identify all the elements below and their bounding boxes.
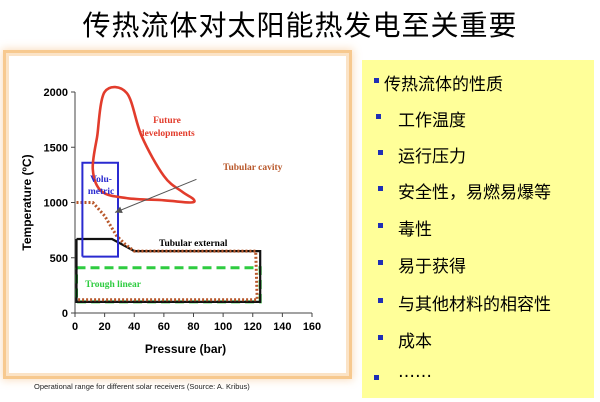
list-item: 工作温度 (362, 104, 594, 134)
figure-caption: Operational range for different solar re… (34, 382, 250, 391)
list-item-label: 毒性 (398, 220, 432, 240)
chart-frame: 0 20 40 60 80 100 120 140 160 0 500 1000 1500 2000 Pre… (9, 56, 346, 373)
list-item: …… (362, 360, 594, 390)
annotation-arrowhead (114, 206, 123, 214)
y-tick-label: 1500 (44, 142, 68, 154)
list-item: 成本 (362, 325, 594, 355)
list-item-label: 易于获得 (398, 257, 466, 277)
bullet-icon (374, 78, 379, 83)
y-tick-label: 2000 (44, 87, 68, 99)
y-tick-label: 500 (50, 253, 68, 265)
x-tick-label: 140 (273, 321, 291, 333)
region-label: developments (139, 129, 195, 139)
list-item: 毒性 (362, 213, 594, 243)
region-label: Future (153, 116, 181, 126)
list-item-label: …… (398, 362, 432, 382)
region-label: Volu- (90, 175, 112, 185)
x-tick-label: 160 (303, 321, 321, 333)
list-item-label: 运行压力 (398, 147, 466, 167)
list-item-label: 工作温度 (398, 111, 466, 131)
x-tick-label: 60 (158, 321, 170, 333)
list-item: 传热流体的性质 (362, 68, 594, 98)
tubular-cavity-region (76, 201, 259, 302)
list-item-label: 成本 (398, 332, 432, 352)
list-item: 安全性，易燃易爆等 (362, 176, 594, 206)
operational-range-chart: 0 20 40 60 80 100 120 140 160 0 500 1000 1500 2000 Pre… (20, 85, 321, 356)
bullet-icon (374, 375, 379, 380)
x-tick-label: 100 (214, 321, 232, 333)
volumetric-region (81, 161, 119, 258)
tubular-external-region (75, 237, 262, 303)
bullet-icon (378, 150, 383, 155)
bullet-icon (378, 260, 383, 265)
future-developments-region (91, 85, 196, 204)
list-item: 与其他材料的相容性 (362, 288, 594, 318)
list-item: 易于获得 (362, 250, 594, 280)
region-label: metric (88, 187, 114, 197)
list-item-label: 与其他材料的相容性 (398, 295, 551, 315)
bullet-icon (376, 114, 381, 119)
list-item-label: 传热流体的性质 (384, 75, 503, 95)
bullet-icon (378, 335, 383, 340)
properties-panel: 传热流体的性质工作温度运行压力安全性，易燃易爆等 毒性易于获得与其他材料的相容性成… (362, 60, 594, 398)
x-tick-label: 20 (99, 321, 111, 333)
y-tick-label: 0 (62, 308, 68, 320)
list-item-label: 安全性，易燃易爆等 (398, 183, 551, 203)
annotation-arrow (114, 178, 197, 213)
bullet-icon (378, 186, 383, 191)
x-tick-label: 0 (72, 321, 78, 333)
x-tick-label: 40 (128, 321, 140, 333)
x-axis-label: Pressure (bar) (145, 342, 226, 356)
y-tick-label: 1000 (44, 198, 68, 210)
region-label: Trough linear (85, 280, 142, 290)
region-label: Tubular external (159, 239, 228, 249)
x-tick-label: 120 (244, 321, 262, 333)
region-label: Tubular cavity (223, 163, 283, 173)
x-tick-label: 80 (187, 321, 199, 333)
y-axis-label: Temperature (ºC) (20, 154, 34, 250)
slide-title: 传热流体对太阳能热发电至关重要 (82, 9, 518, 42)
list-item: 运行压力 (362, 140, 594, 170)
bullet-icon (378, 223, 383, 228)
bullet-icon (378, 298, 383, 303)
